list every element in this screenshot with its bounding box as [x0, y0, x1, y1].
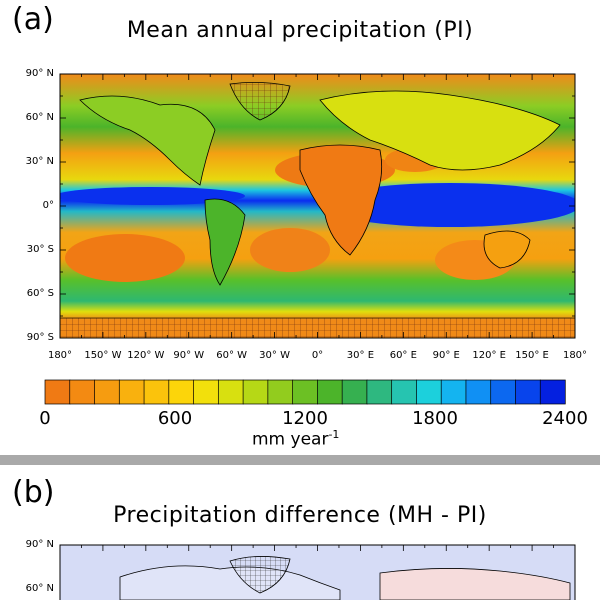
colorbar-tick-label: 1800: [412, 408, 458, 429]
lat-label-b: 60° N: [25, 583, 54, 594]
colorbar-swatch: [440, 379, 467, 405]
lon-label: 30° E: [346, 350, 375, 361]
colorbar-swatch: [416, 379, 442, 405]
colorbar-swatch: [242, 379, 269, 405]
itcz-band: [60, 187, 245, 205]
colorbar-swatch: [193, 379, 219, 405]
lat-label: 30° N: [25, 156, 54, 167]
panel-a: (a) Mean annual precipitation (PI): [12, 2, 588, 450]
colorbar-tick-label: 2400: [542, 408, 588, 429]
colorbar-swatch: [143, 379, 170, 405]
lon-label: 150° E: [515, 350, 549, 361]
greenland-hatched: [229, 82, 291, 121]
axis-ticks: [59, 73, 576, 339]
lon-label: 150° W: [84, 350, 122, 361]
colorbar: [44, 379, 566, 405]
colorbar-tick-label: 600: [157, 408, 193, 429]
unit-exponent: -1: [328, 428, 340, 441]
colorbar-tick-label: 0: [39, 408, 51, 429]
colorbar-swatch: [515, 379, 541, 405]
dry-south-pacific: [65, 234, 185, 282]
maritime-continent-wet-region: [320, 183, 575, 227]
lat-label: 90° S: [26, 332, 54, 343]
colorbar-swatch: [391, 379, 418, 405]
panel-divider: [0, 455, 600, 465]
colorbar-swatch: [539, 379, 566, 405]
lat-label: 60° N: [25, 112, 54, 123]
colorbar-swatch: [465, 379, 492, 405]
unit-text: mm year: [252, 429, 329, 450]
colorbar-swatch: [317, 379, 343, 405]
colorbar-swatch: [168, 379, 195, 405]
lat-label-b: 90° N: [25, 539, 54, 550]
lat-label: 0°: [42, 200, 54, 211]
greenland-hatched-b: [229, 556, 291, 594]
lon-label: 120° W: [127, 350, 165, 361]
lon-label: 60° W: [216, 350, 248, 361]
precipitation-map-a: [44, 73, 576, 405]
lon-label: 0°: [311, 350, 324, 361]
colorbar-swatch: [118, 379, 145, 405]
colorbar-swatch: [366, 379, 393, 405]
lat-label: 60° S: [26, 288, 54, 299]
lat-label: 30° S: [26, 244, 54, 255]
colorbar-swatch: [490, 379, 517, 405]
colorbar-swatch: [94, 379, 120, 405]
colorbar-swatch: [217, 379, 244, 405]
lon-label: 90° E: [432, 350, 460, 361]
panel-a-letter: (a): [12, 2, 54, 37]
lon-label: 180°: [562, 350, 588, 361]
lon-label: 180°: [47, 350, 73, 361]
precipitation-map-b: [59, 544, 576, 600]
panel-a-title: Mean annual precipitation (PI): [126, 18, 474, 43]
lon-label: 120° E: [472, 350, 506, 361]
lon-label: 30° W: [259, 350, 290, 361]
axis-ticks-b: [59, 545, 576, 551]
colorbar-swatch: [341, 379, 368, 405]
map-field: [60, 74, 575, 338]
colorbar-swatch: [292, 379, 319, 405]
colorbar-swatch: [69, 379, 96, 405]
colorbar-unit: mm year-1: [252, 428, 339, 450]
lon-label: 60° E: [389, 350, 417, 361]
colorbar-tick-label: 1200: [282, 408, 328, 429]
panel-b: (b) Precipitation difference (MH - PI) 9…: [0, 465, 600, 600]
panel-b-letter: (b): [12, 475, 55, 510]
colorbar-swatch: [44, 379, 71, 405]
colorbar-swatch: [267, 379, 294, 405]
lat-label: 90° N: [25, 68, 54, 79]
panel-b-title: Precipitation difference (MH - PI): [113, 503, 487, 528]
lon-label: 90° W: [173, 350, 205, 361]
